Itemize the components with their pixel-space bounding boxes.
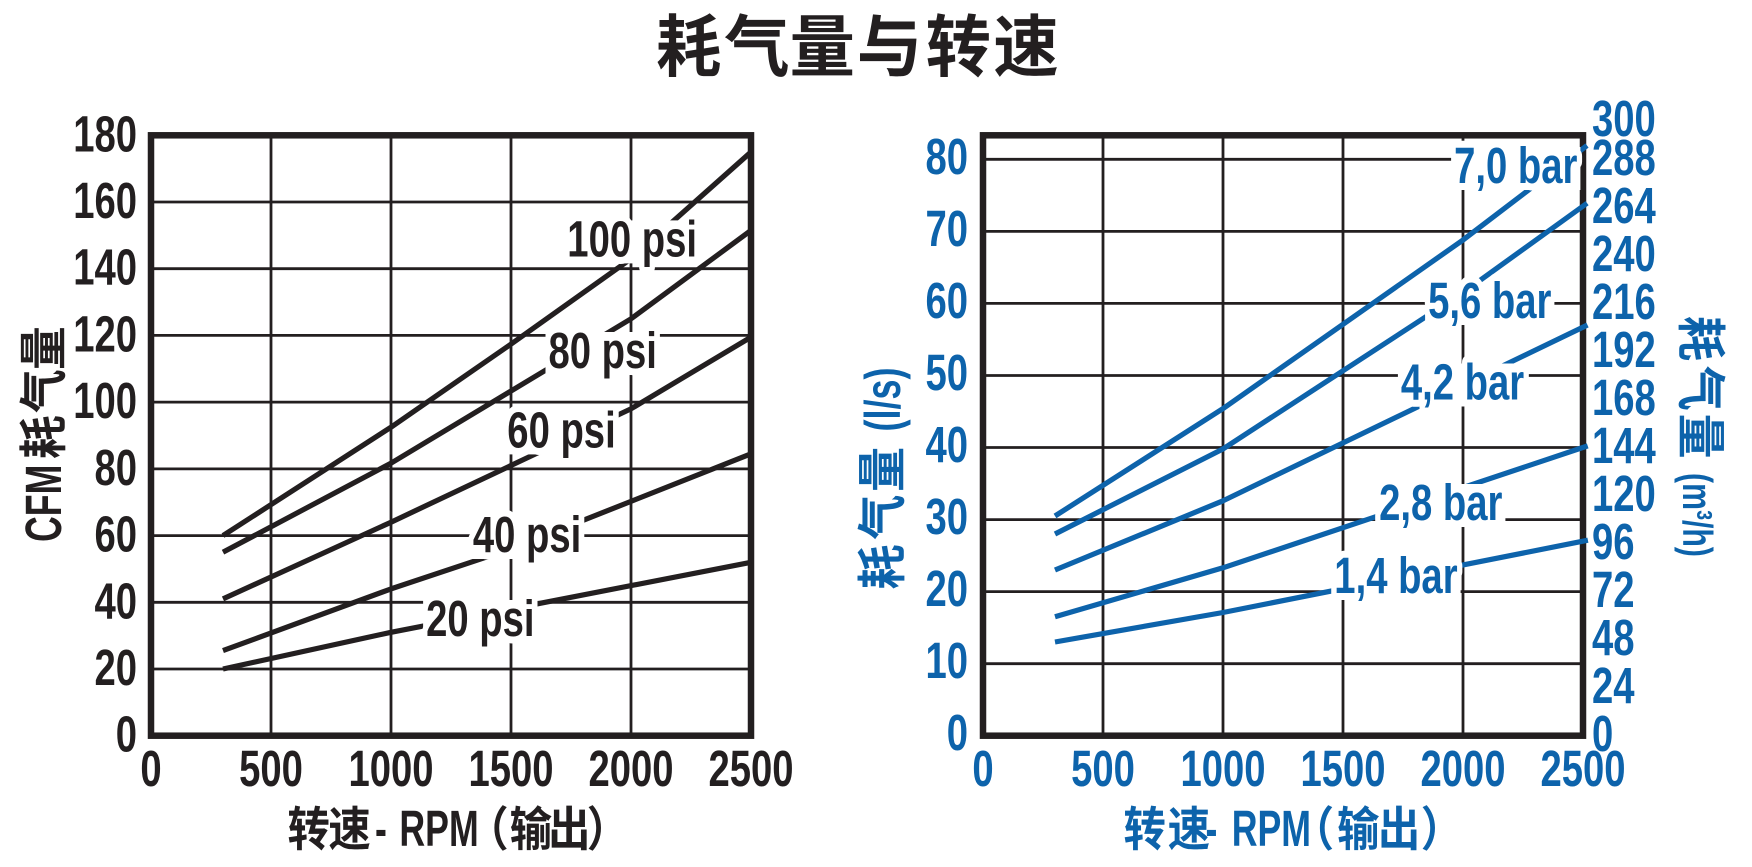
svg-text:7,0 bar: 7,0 bar bbox=[1454, 137, 1577, 195]
svg-text:60: 60 bbox=[925, 272, 968, 330]
svg-text:1,4 bar: 1,4 bar bbox=[1334, 547, 1457, 605]
svg-text:20 psi: 20 psi bbox=[426, 590, 534, 648]
svg-text:20: 20 bbox=[925, 560, 968, 618]
svg-text:48: 48 bbox=[1592, 609, 1635, 667]
svg-text:60: 60 bbox=[94, 505, 137, 563]
svg-text:-: - bbox=[375, 801, 387, 858]
svg-text:60 psi: 60 psi bbox=[507, 401, 615, 459]
svg-text:(m³/h): (m³/h) bbox=[1674, 473, 1721, 557]
svg-text:1000: 1000 bbox=[348, 740, 433, 798]
svg-text:24: 24 bbox=[1592, 657, 1635, 715]
svg-text:100 psi: 100 psi bbox=[567, 210, 697, 268]
svg-text:2000: 2000 bbox=[588, 740, 673, 798]
svg-text:0: 0 bbox=[140, 740, 161, 798]
svg-text:RPM: RPM bbox=[399, 801, 478, 858]
svg-text:72: 72 bbox=[1592, 561, 1635, 619]
svg-text:140: 140 bbox=[73, 238, 137, 296]
svg-text:300: 300 bbox=[1592, 90, 1656, 148]
svg-text:2000: 2000 bbox=[1420, 740, 1505, 798]
svg-text:30: 30 bbox=[925, 488, 968, 546]
svg-text:40 psi: 40 psi bbox=[473, 506, 581, 564]
svg-text:144: 144 bbox=[1592, 417, 1656, 475]
svg-text:RPM: RPM bbox=[1232, 801, 1311, 858]
svg-text:-: - bbox=[1206, 801, 1218, 858]
svg-text:50: 50 bbox=[925, 344, 968, 402]
svg-text:288: 288 bbox=[1592, 128, 1656, 186]
svg-text:2,8 bar: 2,8 bar bbox=[1379, 474, 1502, 532]
svg-text:100: 100 bbox=[73, 372, 137, 430]
svg-text:0: 0 bbox=[1592, 705, 1613, 763]
svg-text:70: 70 bbox=[925, 199, 968, 257]
svg-text:168: 168 bbox=[1592, 369, 1656, 427]
svg-text:120: 120 bbox=[1592, 465, 1656, 523]
svg-text:1500: 1500 bbox=[1300, 740, 1385, 798]
svg-text:40: 40 bbox=[94, 572, 137, 630]
svg-text:2500: 2500 bbox=[708, 740, 793, 798]
svg-text:CFM: CFM bbox=[16, 465, 73, 542]
svg-text:1000: 1000 bbox=[1180, 740, 1265, 798]
svg-text:0: 0 bbox=[947, 704, 968, 762]
svg-text:10: 10 bbox=[925, 632, 968, 690]
svg-text:500: 500 bbox=[239, 740, 303, 798]
svg-text:(l/s): (l/s) bbox=[856, 368, 911, 432]
svg-text:80 psi: 80 psi bbox=[549, 322, 657, 380]
svg-text:120: 120 bbox=[73, 305, 137, 363]
svg-text:5,6 bar: 5,6 bar bbox=[1428, 272, 1551, 330]
svg-text:500: 500 bbox=[1071, 740, 1135, 798]
svg-text:192: 192 bbox=[1592, 321, 1656, 379]
svg-text:4,2 bar: 4,2 bar bbox=[1401, 353, 1524, 411]
svg-text:80: 80 bbox=[94, 438, 137, 496]
svg-text:20: 20 bbox=[94, 639, 137, 697]
svg-text:0: 0 bbox=[116, 705, 137, 763]
svg-text:2500: 2500 bbox=[1540, 740, 1625, 798]
svg-text:1500: 1500 bbox=[468, 740, 553, 798]
svg-text:160: 160 bbox=[73, 172, 137, 230]
svg-text:180: 180 bbox=[73, 105, 137, 163]
svg-text:80: 80 bbox=[925, 127, 968, 185]
svg-text:96: 96 bbox=[1592, 513, 1635, 571]
svg-text:240: 240 bbox=[1592, 224, 1656, 282]
svg-text:216: 216 bbox=[1592, 273, 1656, 331]
svg-text:0: 0 bbox=[972, 740, 993, 798]
svg-text:264: 264 bbox=[1592, 176, 1656, 234]
svg-text:40: 40 bbox=[925, 416, 968, 474]
